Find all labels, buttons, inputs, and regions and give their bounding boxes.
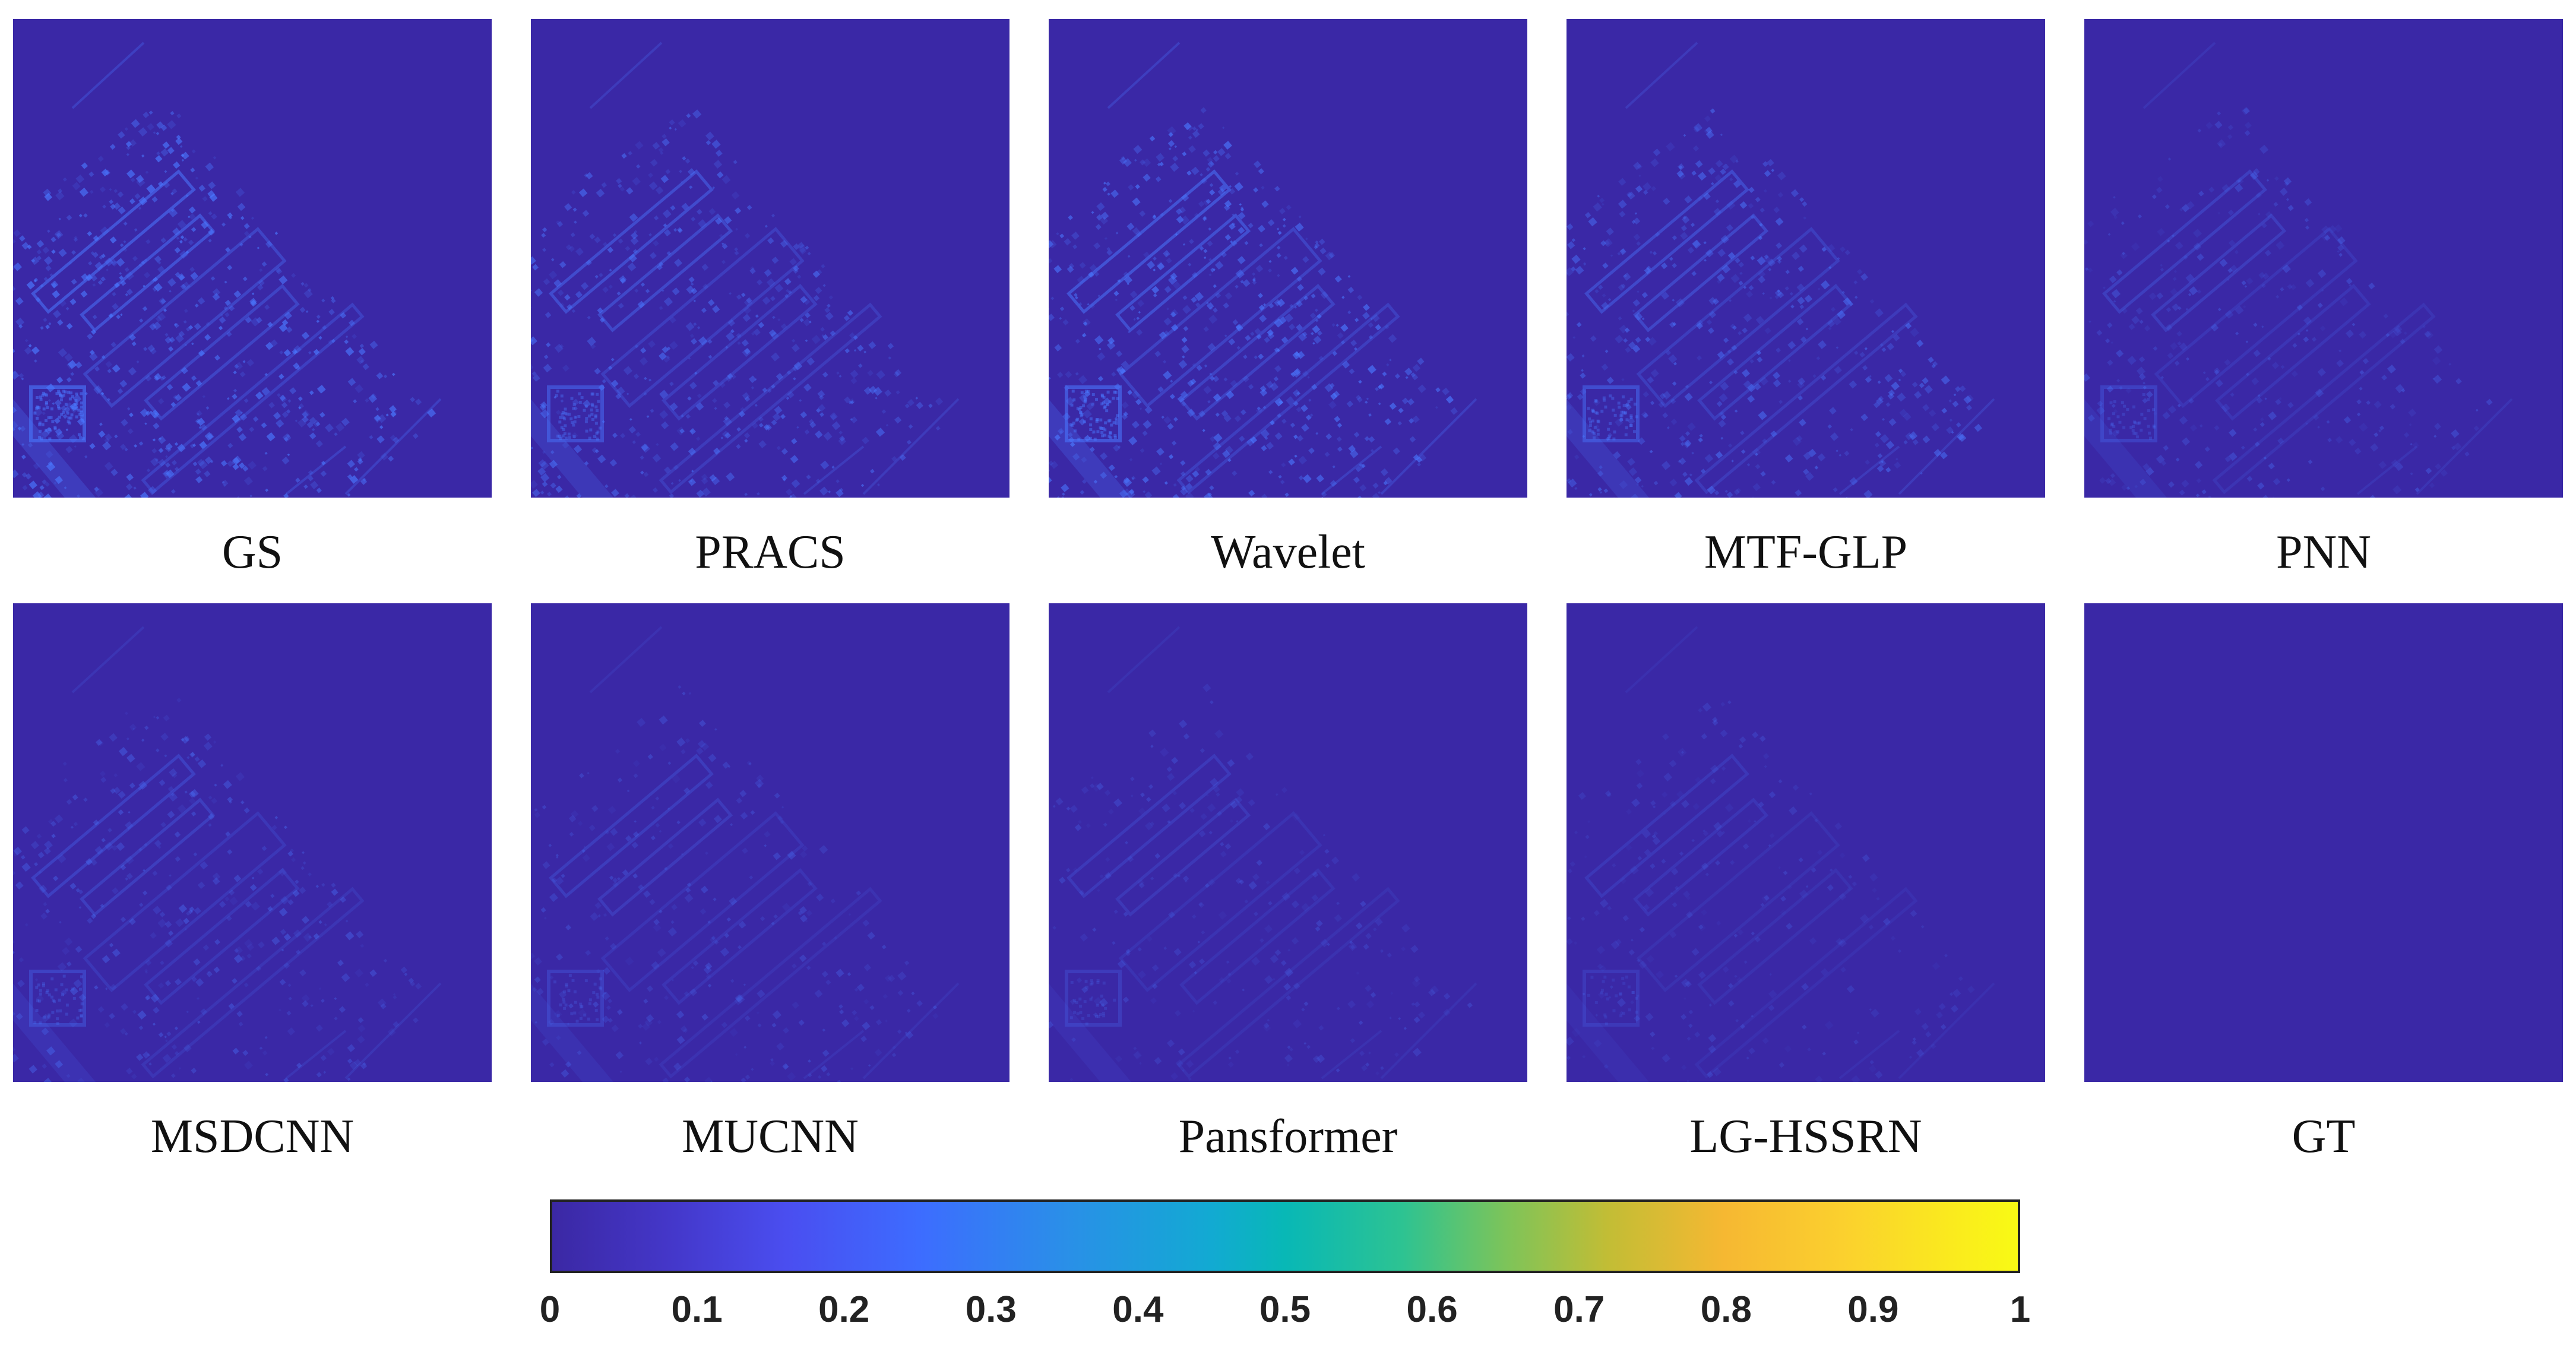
- colorbar-tick-label: 0: [539, 1289, 561, 1330]
- error-map-pnn: [2084, 19, 2563, 498]
- error-map-texture: [13, 626, 442, 1082]
- error-map-gs: [13, 19, 492, 498]
- error-map-pansformer: [1049, 603, 1527, 1082]
- colorbar-tick-label: 1: [2009, 1289, 2031, 1330]
- colorbar-tick-label: 0.9: [1847, 1289, 1899, 1330]
- error-map-texture: [2084, 42, 2513, 498]
- caption-mtf-glp: MTF-GLP: [1704, 526, 1908, 578]
- caption-gt: GT: [2292, 1110, 2356, 1163]
- error-map-lg-hssrn: [1567, 603, 2045, 1082]
- colorbar-tick-label: 0.2: [818, 1289, 870, 1330]
- caption-wavelet: Wavelet: [1210, 526, 1366, 578]
- colorbar-gradient: [550, 1199, 2020, 1273]
- error-map-texture: [531, 626, 960, 1082]
- error-map-texture: [1049, 626, 1477, 1082]
- error-map-mtf-glp: [1567, 19, 2045, 498]
- error-map-pracs: [531, 19, 1009, 498]
- caption-gs: GS: [221, 526, 283, 578]
- colorbar-tick-label: 0.8: [1700, 1289, 1752, 1330]
- error-map-gt: [2084, 603, 2563, 1082]
- error-map-texture: [1567, 42, 1995, 498]
- colorbar-tick-label: 0.7: [1553, 1289, 1605, 1330]
- caption-mucnn: MUCNN: [682, 1110, 859, 1163]
- error-map-texture: [531, 42, 960, 498]
- error-map-wavelet: [1049, 19, 1527, 498]
- caption-pansformer: Pansformer: [1178, 1110, 1398, 1163]
- error-map-msdcnn: [13, 603, 492, 1082]
- caption-msdcnn: MSDCNN: [150, 1110, 355, 1163]
- colorbar-tick-label: 0.5: [1259, 1289, 1311, 1330]
- colorbar-tick-label: 0.1: [671, 1289, 723, 1330]
- colorbar: 0 0.1 0.2 0.3 0.4 0.5 0.6 0.7 0.8 0.9 1: [540, 1199, 2030, 1342]
- error-map-texture: [1049, 42, 1477, 498]
- error-map-texture: [13, 42, 442, 498]
- colorbar-tick-label: 0.4: [1112, 1289, 1164, 1330]
- caption-pracs: PRACS: [695, 526, 846, 578]
- colorbar-tick-label: 0.3: [965, 1289, 1017, 1330]
- caption-pnn: PNN: [2276, 526, 2372, 578]
- caption-lg-hssrn: LG-HSSRN: [1689, 1110, 1922, 1163]
- error-map-mucnn: [531, 603, 1009, 1082]
- colorbar-tick-label: 0.6: [1406, 1289, 1458, 1330]
- error-map-texture: [1567, 626, 1995, 1082]
